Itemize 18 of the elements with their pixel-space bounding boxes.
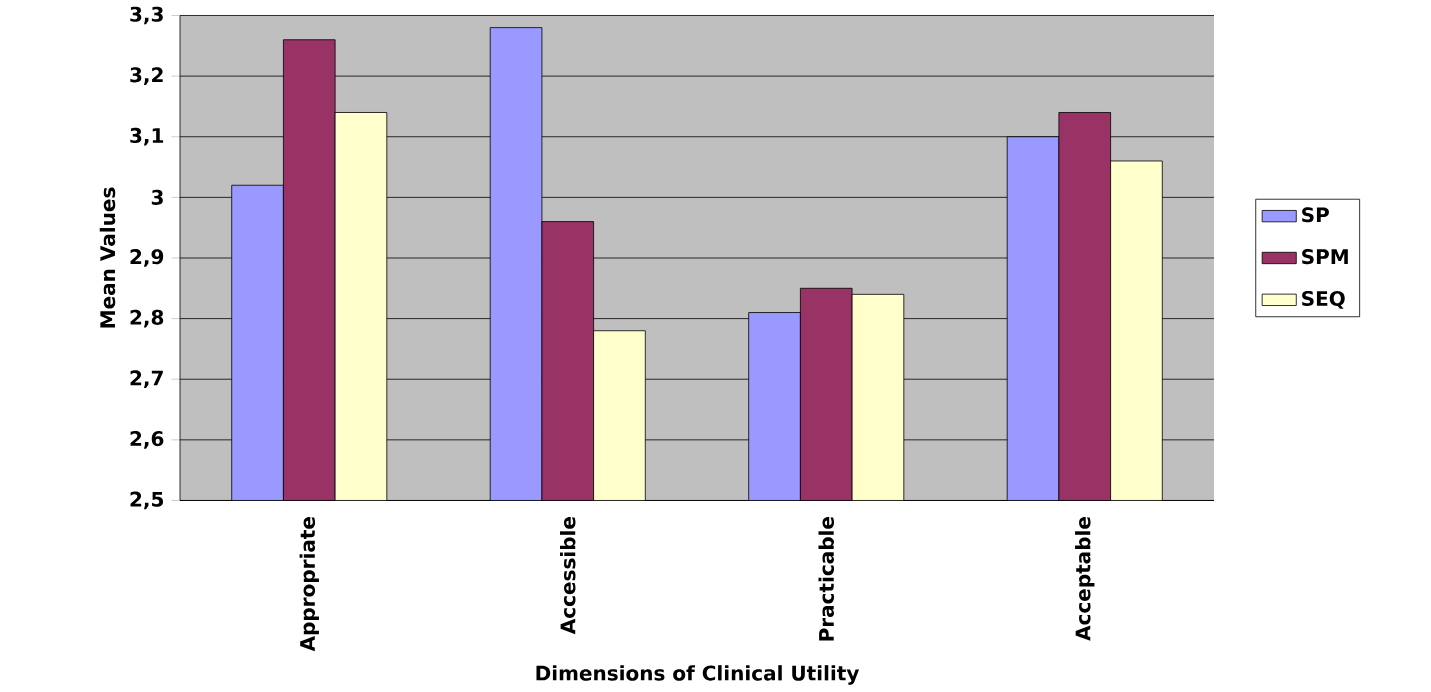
x-axis-title: Dimensions of Clinical Utility xyxy=(536,664,860,685)
y-tick-label: 2,6 xyxy=(130,430,164,449)
legend-label: SP xyxy=(1302,206,1329,223)
x-tick-label: Practicable xyxy=(818,516,834,641)
legend-label: SEQ xyxy=(1302,290,1345,309)
x-tick-label: Accessible xyxy=(560,516,576,634)
y-tick-label: 2,8 xyxy=(130,309,164,328)
y-tick-label: 3,2 xyxy=(130,67,163,85)
y-tick-label: 3,1 xyxy=(130,127,164,146)
y-axis-title: Mean Values xyxy=(99,187,116,328)
legend-label: SPM xyxy=(1302,248,1348,264)
y-tick-label: 3 xyxy=(151,189,163,205)
y-tick-label: 2,5 xyxy=(130,491,164,510)
y-tick-label: 2,7 xyxy=(130,370,163,388)
y-tick-label: 2,9 xyxy=(130,248,164,267)
x-tick-label: Appropriate xyxy=(299,516,319,652)
y-tick-label: 3,3 xyxy=(130,6,163,25)
x-tick-label: Acceptable xyxy=(1075,516,1095,641)
